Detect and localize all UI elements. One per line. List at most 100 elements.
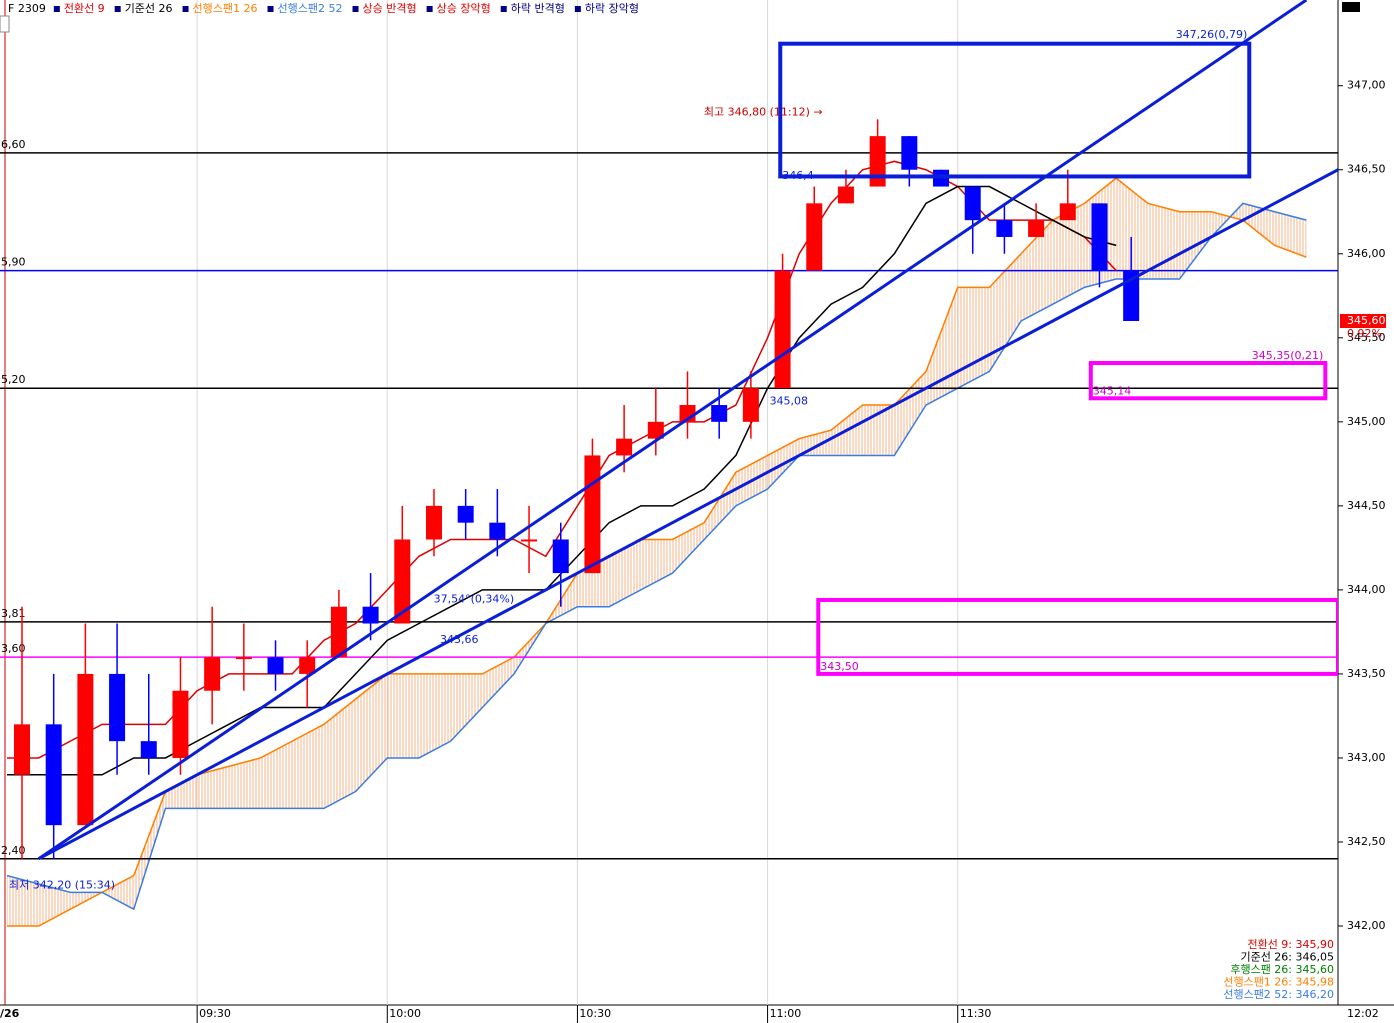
candle-body xyxy=(647,421,664,439)
horizontal-line-label: 3,60 xyxy=(1,642,26,655)
annotation: 347,26(0,79) xyxy=(1176,28,1248,41)
annotation: 346,4 xyxy=(782,169,814,182)
legend-label: 하락 반격형 xyxy=(511,1,565,15)
legend-label: 하락 장악형 xyxy=(585,1,639,15)
legend-label: 전환선 9 xyxy=(64,2,105,15)
candle-body xyxy=(362,606,379,624)
horizontal-line-label: 5,20 xyxy=(1,373,26,386)
candle-body xyxy=(837,186,854,204)
candle-body xyxy=(425,505,442,540)
candle-body xyxy=(394,539,411,624)
box xyxy=(1088,361,1328,401)
symbol: F 2309 xyxy=(8,2,46,15)
horizontal-line-label: 2,40 xyxy=(1,844,26,857)
candle-body xyxy=(14,724,30,775)
candle-body xyxy=(267,657,284,674)
trend-line xyxy=(37,0,1308,861)
box xyxy=(816,597,1338,676)
annotation: 최고 346,80 (11:12) → xyxy=(704,105,823,118)
y-tick-label: 344,50 xyxy=(1347,499,1386,512)
candle-body xyxy=(1028,220,1045,237)
indicator-line xyxy=(7,160,1117,759)
y-tick-label: 342,00 xyxy=(1347,919,1386,932)
candle-body xyxy=(964,186,981,221)
cloud xyxy=(7,178,1307,927)
legend-label: 상승 장악형 xyxy=(437,2,491,15)
candle-body xyxy=(1091,203,1108,271)
toolbar-icon[interactable] xyxy=(0,15,10,33)
candle-body xyxy=(869,136,886,187)
y-tick-label: 345,50 xyxy=(1347,331,1386,344)
x-tick-label: 09:30 xyxy=(199,1007,231,1020)
candle-body xyxy=(616,438,633,456)
candle-body xyxy=(109,673,126,742)
plot-area: 6,60 5,90 5,20 3,81 3,60 2,40 347,26(0,79) 345,… xyxy=(0,0,1338,1005)
legend-swatch xyxy=(426,6,433,12)
price-tag-label: 345,60 xyxy=(1347,314,1386,327)
candle-body xyxy=(204,657,221,691)
status-line: 전환선 9: 345,90 xyxy=(1247,938,1334,951)
span-line xyxy=(7,177,1307,927)
candle-body xyxy=(457,505,474,523)
candle-body xyxy=(299,657,316,674)
candle-body xyxy=(45,724,62,826)
y-tick-label: 347,00 xyxy=(1347,79,1386,92)
annotation: 343,50 xyxy=(820,660,859,673)
annotation: 345,35(0,21) xyxy=(1252,349,1324,362)
change-label: 0,92% xyxy=(1347,327,1382,340)
candle-body xyxy=(774,270,791,389)
candle-body xyxy=(1059,203,1076,221)
candle-body xyxy=(330,606,347,658)
candle-body xyxy=(521,539,538,542)
date-label: /26 xyxy=(0,1007,20,1020)
annotation: 345,14 xyxy=(1093,384,1132,397)
candle-body xyxy=(742,388,759,422)
status-line: 기준선 26: 346,05 xyxy=(1240,951,1334,964)
legend-label: 기준선 26 xyxy=(125,2,173,15)
candle-body xyxy=(711,405,728,422)
candle-body xyxy=(584,455,601,574)
legend-label: 선행스팬2 52 xyxy=(278,2,343,15)
y-tick-label: 342,50 xyxy=(1347,835,1386,848)
candle-body xyxy=(172,690,189,758)
y-tick-label: 344,00 xyxy=(1347,583,1386,596)
horizontal-line-label: 5,90 xyxy=(1,256,26,269)
legend-swatch xyxy=(352,6,359,12)
box xyxy=(778,41,1252,179)
trend-line xyxy=(37,168,1338,861)
legend-swatch xyxy=(574,6,581,12)
candle-body xyxy=(996,220,1013,237)
legend-swatch xyxy=(267,6,274,12)
y-tick-label: 343,00 xyxy=(1347,751,1386,764)
candle-body xyxy=(901,136,918,170)
x-tick-label: 10:30 xyxy=(579,1007,611,1020)
y-tick-label: 346,00 xyxy=(1347,247,1386,260)
y-tick-label: 343,50 xyxy=(1347,667,1386,680)
y-tick-label: 346,50 xyxy=(1347,163,1386,176)
legend-swatch xyxy=(182,6,189,12)
horizontal-line-label: 6,60 xyxy=(1,138,26,151)
annotation: 37,54°(0,34%) xyxy=(434,593,515,606)
time-label: 12:02 xyxy=(1347,1007,1379,1020)
y-tick-label: 345,00 xyxy=(1347,415,1386,428)
price-tag xyxy=(1340,313,1386,328)
legend-label: 상승 반격형 xyxy=(363,2,417,15)
candle-body xyxy=(140,741,157,758)
legend-swatch xyxy=(53,6,60,12)
x-tick-label: 11:00 xyxy=(770,1007,802,1020)
status-line: 선행스팬1 26: 345,98 xyxy=(1223,976,1334,989)
span-line xyxy=(6,202,1307,911)
legend-swatch xyxy=(114,6,121,12)
x-tick-label: 11:30 xyxy=(960,1007,992,1020)
axis-button[interactable] xyxy=(1342,2,1360,12)
candle-body xyxy=(235,657,252,660)
annotation: 최저 342,20 (15:34) xyxy=(9,878,115,891)
candle-body xyxy=(77,673,94,826)
horizontal-line-label: 3,81 xyxy=(1,607,26,620)
legend-label: 선행스팬1 26 xyxy=(193,2,258,15)
x-tick-label: 10:00 xyxy=(389,1007,421,1020)
